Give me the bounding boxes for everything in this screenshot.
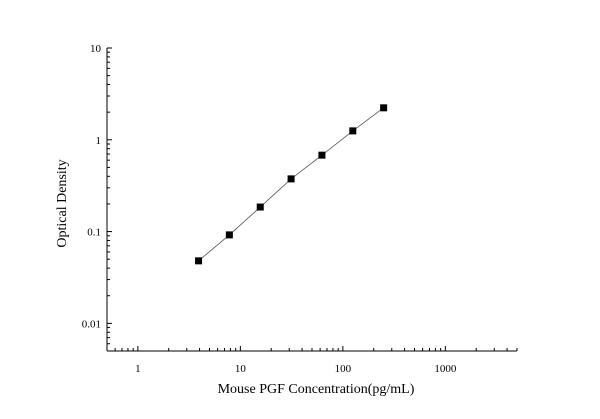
x-tick-label: 1000 (434, 363, 457, 375)
data-point (195, 257, 203, 265)
y-axis-title: Optical Density (55, 159, 70, 247)
data-point (318, 151, 326, 159)
data-point (225, 231, 233, 239)
y-axis-ticks: 0.01 0.1 1 10 (82, 43, 112, 352)
y-tick-label: 0.01 (82, 318, 101, 330)
data-point (380, 104, 388, 112)
y-tick-label: 0.1 (87, 227, 101, 239)
axes (106, 48, 517, 352)
data-point (349, 127, 357, 135)
x-tick-label: 1 (135, 363, 141, 375)
y-tick-label: 10 (90, 43, 102, 55)
x-axis-ticks: 1 10 100 1000 (106, 346, 518, 375)
x-axis-title: Mouse PGF Concentration(pg/mL) (218, 382, 415, 397)
x-tick-label: 10 (235, 363, 247, 375)
series-group (195, 104, 388, 265)
x-tick-label: 100 (335, 363, 352, 375)
data-point (256, 203, 264, 211)
data-point (287, 175, 295, 183)
y-tick-label: 1 (96, 135, 102, 147)
